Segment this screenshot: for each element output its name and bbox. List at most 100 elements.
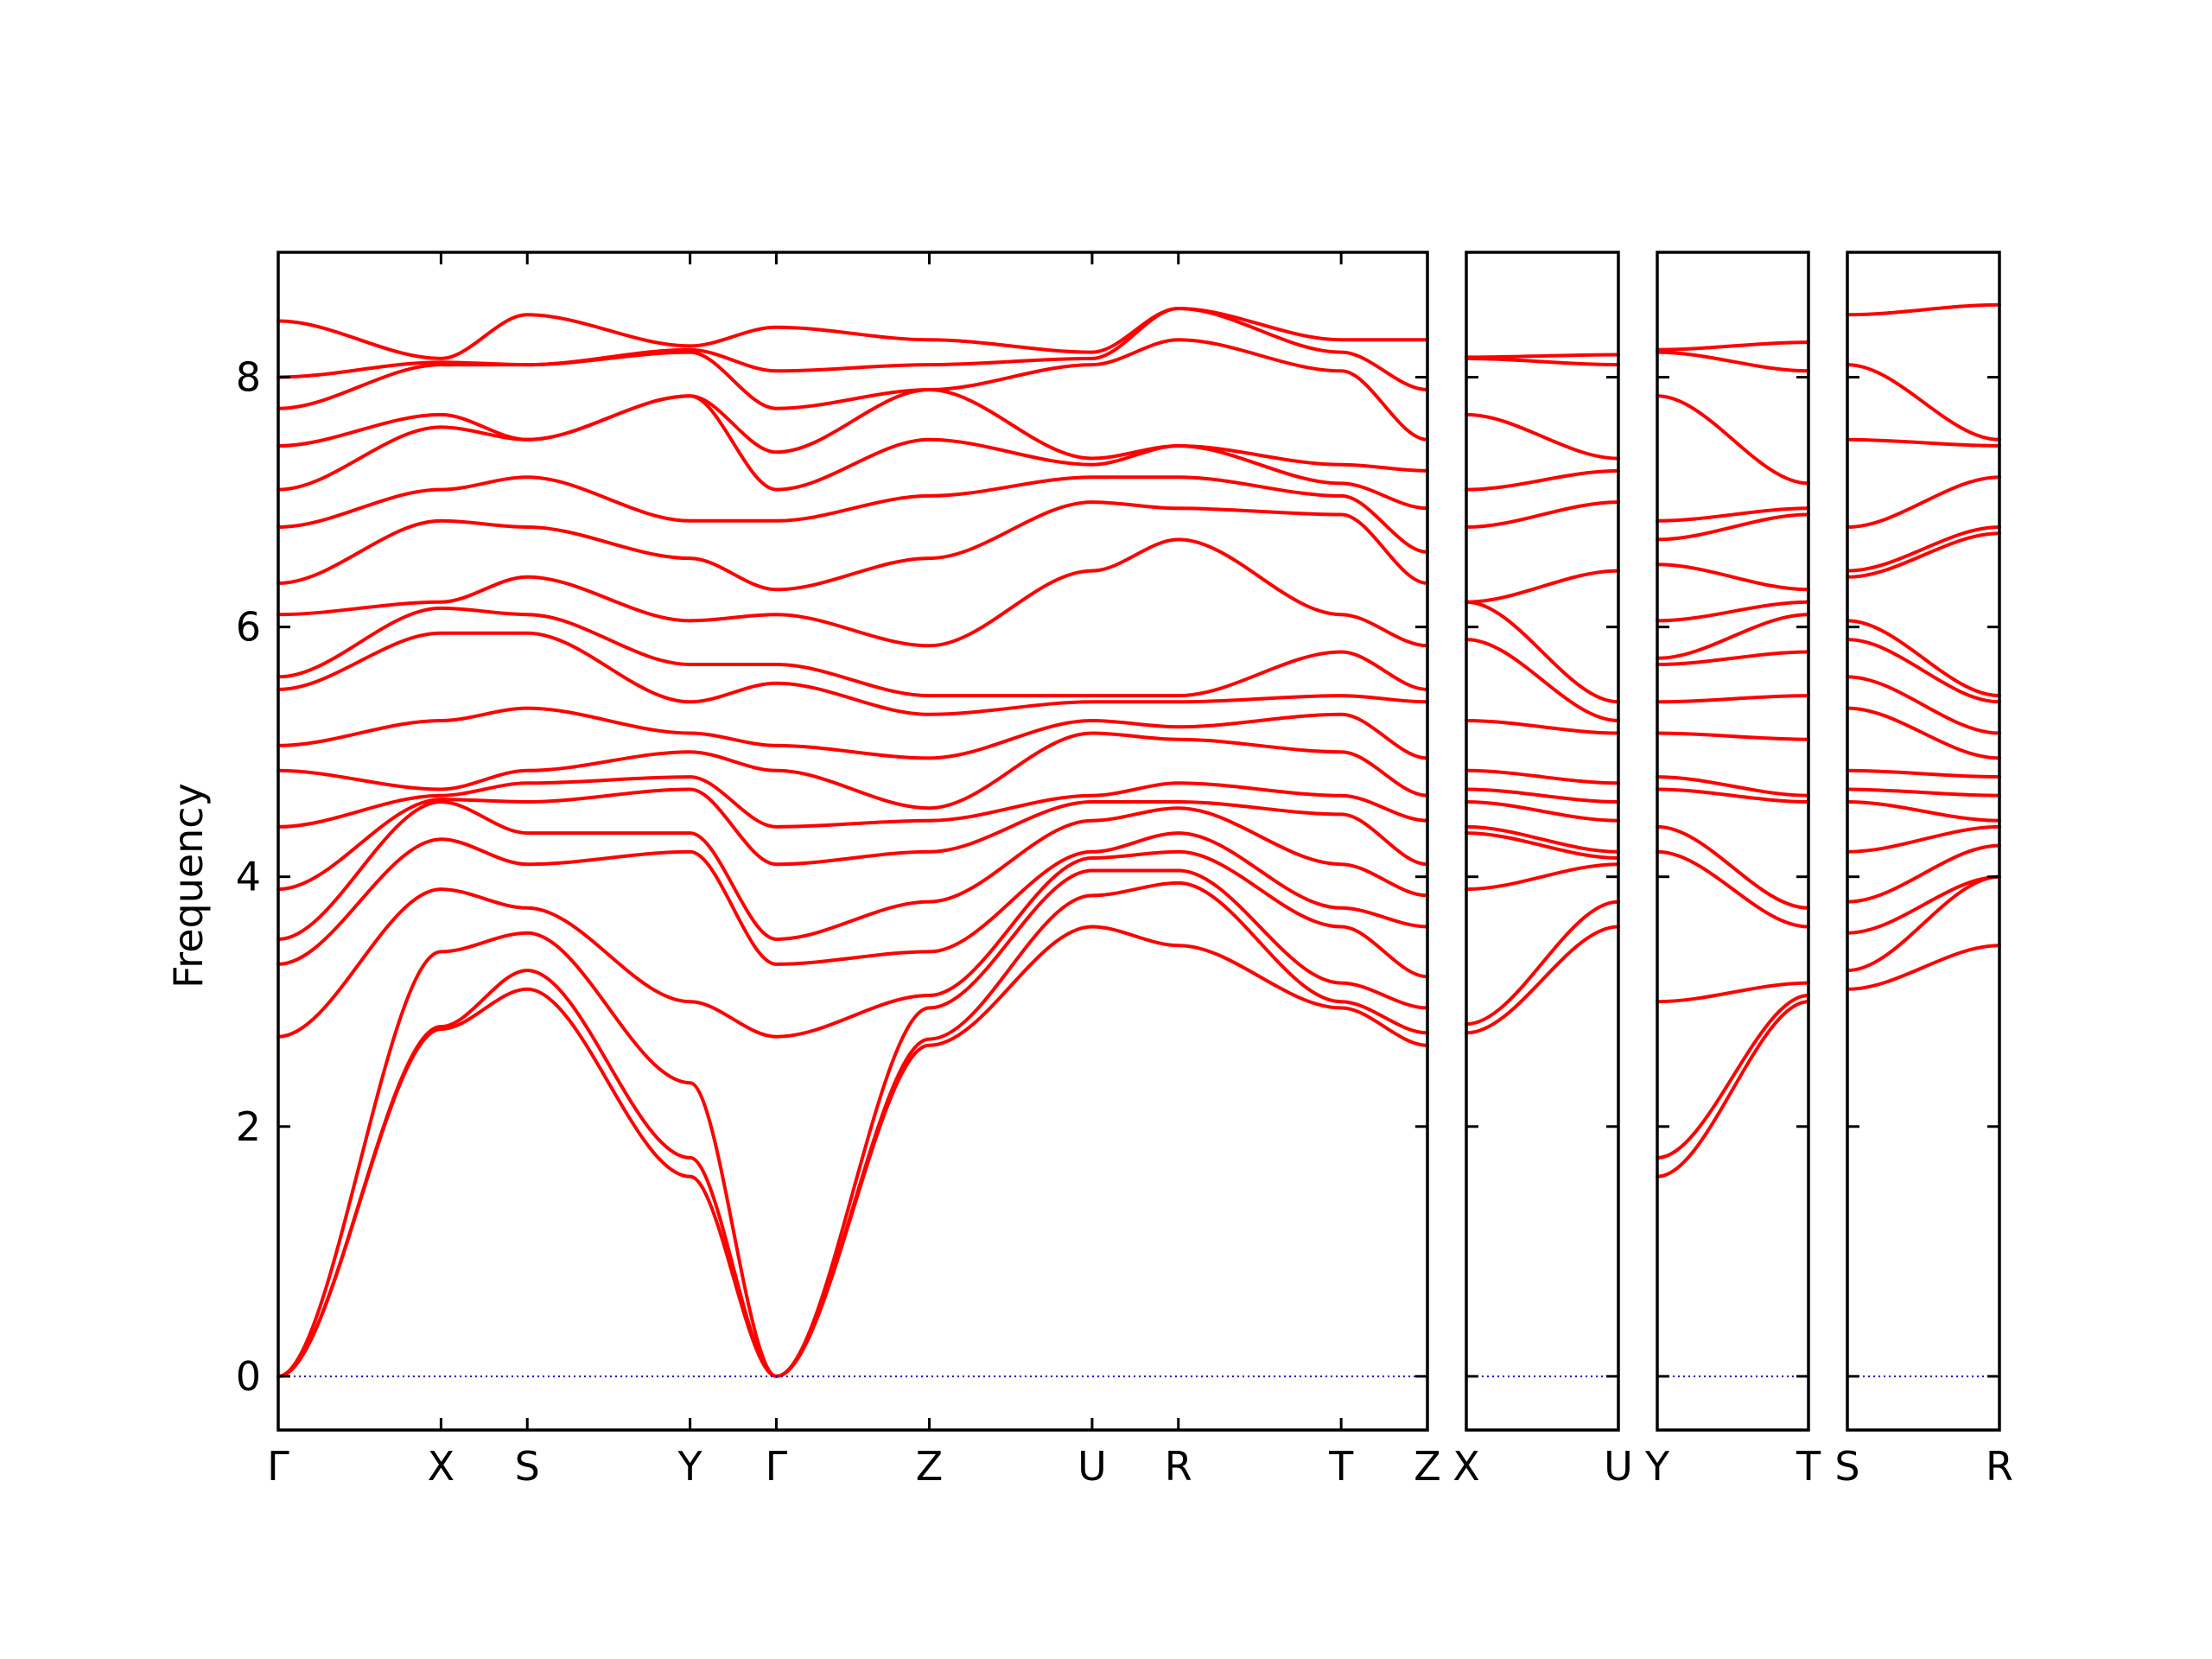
band-line-14 [1846, 525, 2001, 573]
band-line-18 [1846, 302, 2001, 317]
band-line-14 [276, 500, 1429, 592]
band-line-6 [1465, 800, 1620, 823]
band-line-10 [1846, 675, 2001, 735]
band-line-7 [276, 787, 1429, 892]
y-axis-label-group: Frequency [165, 783, 212, 988]
band-line-17 [1656, 350, 1810, 373]
band-line-18 [1656, 340, 1810, 352]
band-line-9 [1656, 694, 1810, 704]
band-line-15 [1846, 475, 2001, 529]
panel-frame [1656, 251, 1810, 1432]
x-tick-label: Γ [766, 1443, 788, 1490]
band-line-11 [276, 631, 1429, 716]
band-line-3 [1465, 862, 1620, 892]
band-line-1 [1656, 1000, 1810, 1179]
band-line-13 [1465, 500, 1620, 529]
band-line-16 [1465, 356, 1620, 367]
band-line-2 [1846, 874, 2001, 973]
x-tick-label: Y [677, 1443, 703, 1490]
band-line-8 [1465, 768, 1620, 785]
band-line-12 [1465, 569, 1620, 604]
band-line-12 [1656, 600, 1810, 623]
band-line-7 [1656, 775, 1810, 798]
x-tick-label: R [1986, 1443, 2013, 1490]
band-line-16 [1846, 437, 2001, 448]
band-line-8 [276, 775, 1429, 829]
band-line-12 [276, 606, 1429, 698]
y-tick-label: 2 [236, 1103, 261, 1150]
band-line-1 [276, 925, 1429, 1378]
band-line-10 [1465, 638, 1620, 722]
x-tick-label: U [1604, 1443, 1633, 1490]
band-line-14 [1656, 512, 1810, 542]
band-line-2 [1656, 994, 1810, 1160]
band-line-8 [1846, 768, 2001, 779]
band-line-13 [1846, 531, 2001, 579]
band-line-11 [1656, 613, 1810, 660]
band-line-10 [276, 706, 1429, 760]
band-line-13 [276, 537, 1429, 648]
panel-1: 0 2 4 6 8 Γ X S Y Γ Z U R T Z [236, 251, 1441, 1490]
band-line-15 [1465, 412, 1620, 461]
band-line-14 [1465, 468, 1620, 492]
band-line-18 [276, 338, 1429, 442]
band-line-5 [1846, 824, 2001, 854]
y-tick-label: 8 [236, 354, 261, 401]
y-tick-label: 4 [236, 854, 261, 900]
band-line-1 [1465, 925, 1620, 1035]
band-line-2 [1465, 899, 1620, 1027]
band-line-10 [1656, 650, 1810, 666]
x-tick-label: Z [1414, 1443, 1441, 1490]
x-tick-label: X [1452, 1443, 1480, 1490]
band-line-6 [1656, 787, 1810, 804]
band-line-19 [276, 307, 1429, 391]
band-line-15 [1656, 506, 1810, 523]
x-tick-label: Z [916, 1443, 944, 1490]
x-tick-label: T [1796, 1443, 1821, 1490]
band-line-8 [1656, 731, 1810, 741]
x-tick-label: Γ [267, 1443, 289, 1490]
band-line-16 [1656, 394, 1810, 486]
band-line-5 [1656, 824, 1810, 910]
band-line-20 [276, 307, 1429, 360]
band-line-6 [276, 800, 1429, 941]
band-line-12 [1846, 619, 2001, 698]
panel-frame [1465, 251, 1620, 1432]
x-tick-label: T [1328, 1443, 1354, 1490]
y-tick-label: 0 [236, 1353, 261, 1400]
panel-frame [276, 251, 1429, 1432]
band-line-6 [1846, 800, 2001, 823]
band-line-9 [1465, 719, 1620, 735]
band-line-3 [1656, 981, 1810, 1004]
band-line-11 [1465, 600, 1620, 704]
band-line-11 [1846, 638, 2001, 704]
y-axis-label: Frequency [165, 783, 212, 988]
x-tick-label: R [1165, 1443, 1192, 1490]
x-tick-label: S [1834, 1443, 1859, 1490]
band-line-5 [1465, 824, 1620, 854]
band-line-3 [276, 868, 1429, 1378]
panel-frame [1846, 251, 2001, 1432]
band-line-17 [276, 388, 1429, 473]
band-line-16 [276, 394, 1429, 511]
band-line-9 [1846, 706, 2001, 760]
band-line-17 [1465, 353, 1620, 359]
band-line-9 [276, 731, 1429, 810]
y-tick-label: 6 [236, 604, 261, 651]
band-line-3 [1846, 874, 2001, 935]
x-tick-label: X [428, 1443, 455, 1490]
band-line-4 [1656, 849, 1810, 929]
band-line-7 [1846, 787, 2001, 798]
x-tick-label: S [515, 1443, 540, 1490]
band-line-13 [1656, 563, 1810, 592]
band-line-15 [276, 475, 1429, 554]
band-line-4 [1465, 831, 1620, 860]
x-tick-label: U [1077, 1443, 1107, 1490]
x-tick-label: Y [1644, 1443, 1670, 1490]
band-line-17 [1846, 363, 2001, 442]
